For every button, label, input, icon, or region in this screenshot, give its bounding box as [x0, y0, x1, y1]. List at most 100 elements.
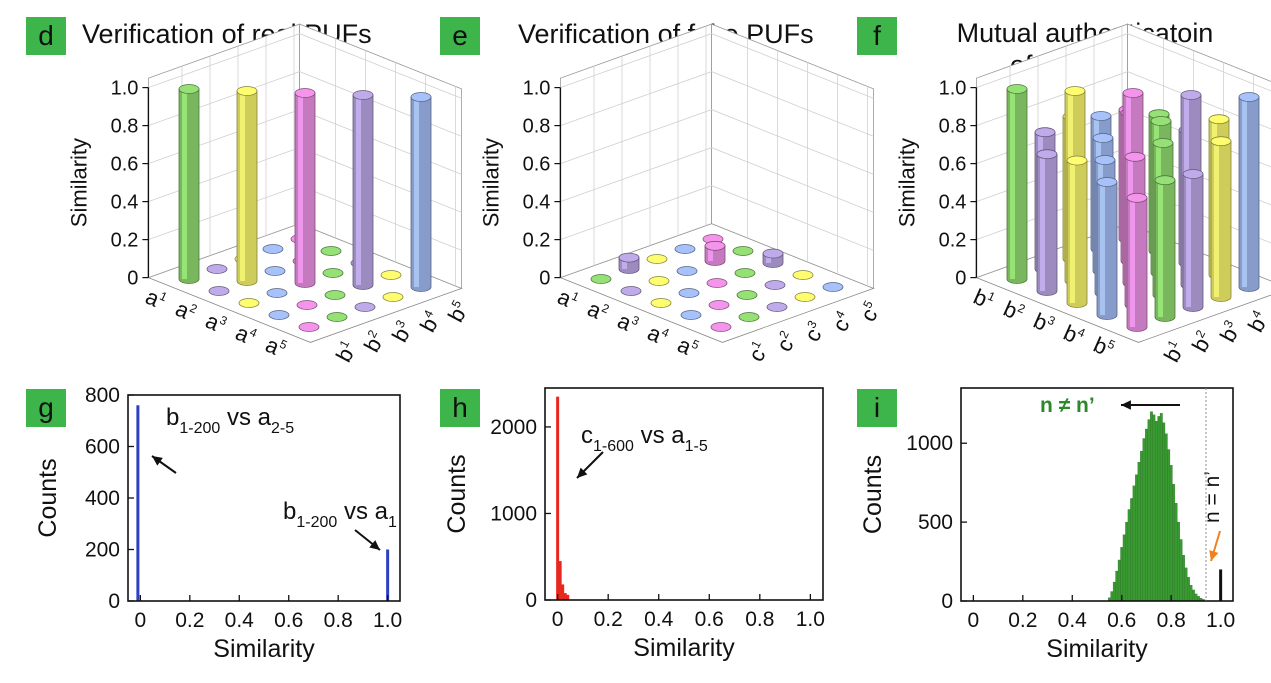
histogram-bar: [1145, 428, 1148, 602]
z-tick-label: 1.0: [939, 78, 967, 100]
z-tick-label: 0.2: [939, 230, 967, 252]
bar-cap: [764, 280, 786, 290]
panel-i-tag: i: [857, 389, 897, 427]
annotation-b-vs-a2-5-sub1: 1-200: [179, 420, 220, 437]
row-label-1: b1: [970, 284, 998, 312]
bar-cap: [650, 298, 672, 308]
annotation-b-vs-a1-rest: vs a: [337, 498, 388, 525]
bar-cap: [178, 84, 200, 94]
bar-a5-b3: [354, 302, 376, 312]
chart-i: 0 0.2 0.4 0.6 0.8 1.0 0 500 1000 Similarity Counts…: [859, 387, 1235, 663]
histogram-bar: [1164, 433, 1168, 602]
histogram-bar: [1167, 449, 1171, 602]
bar-b5-b3: [1182, 169, 1204, 312]
arrow-orange: [1209, 530, 1221, 562]
bar-a3-c2: [678, 288, 700, 298]
x-tick-label: 0.8: [1157, 609, 1186, 632]
bar-cap: [208, 286, 230, 296]
bar-highlight: [1070, 160, 1075, 303]
bar-a4-c3: [736, 290, 758, 300]
histogram-bar: [1184, 567, 1188, 602]
x-axis-title: Similarity: [633, 634, 735, 662]
x-tick-label: 1.0: [1206, 609, 1235, 632]
bar-b5-b1: [1126, 192, 1148, 332]
y-axis-title: Counts: [34, 458, 62, 537]
bar-a5-b1: [298, 322, 320, 332]
bar-cap: [1066, 155, 1088, 166]
bar-cap: [680, 310, 702, 320]
row-label-5-text: a5: [674, 332, 702, 363]
annotation-c-vs-a1-5-main: c: [581, 422, 593, 449]
annotation-c-vs-a1-5-sub1: 1-600: [593, 438, 634, 455]
bar-highlight: [298, 93, 303, 283]
col-label-4: b4: [1243, 307, 1271, 336]
back-wall-right: [711, 23, 874, 289]
bar-cap: [708, 300, 730, 310]
bar-cap: [822, 282, 844, 292]
chart-g: 0 0.2 0.4 0.6 0.8 1.0 0 200 400 600 800 Similarity C…: [34, 384, 402, 663]
bar-cap: [1096, 177, 1118, 187]
bar-highlight: [1242, 97, 1247, 287]
panel-f-tag: f: [857, 17, 897, 55]
z-tick-label: 0: [539, 268, 550, 290]
row-label-3: a3: [202, 308, 230, 339]
bar-cap: [266, 288, 288, 298]
row-label-3-text: a3: [202, 308, 230, 339]
y-tick-label: 600: [85, 436, 120, 459]
col-label-1-text: b1: [1159, 337, 1190, 366]
bar-a4-c5: [792, 270, 814, 280]
histogram-bar: [136, 405, 140, 601]
plot-frame: [544, 387, 824, 601]
y-axis-title: Counts: [859, 455, 887, 534]
bar-a2-c2: [648, 276, 670, 286]
bar-a3-c5: [762, 248, 784, 268]
z-tick-label: 0.4: [939, 192, 967, 214]
bar-cap: [674, 244, 696, 254]
x-axis-title: Similarity: [1046, 635, 1148, 663]
bar-a4-c4: [764, 280, 786, 290]
histogram-bar: [1157, 416, 1161, 602]
col-label-3: c3: [799, 318, 830, 346]
x-tick-label: 0.4: [644, 608, 674, 631]
bar-highlight: [1158, 180, 1163, 317]
z-tick-label: 0.4: [111, 192, 139, 214]
z-gridline: [560, 71, 874, 137]
bar-a1-c3: [646, 254, 668, 264]
histogram-bar: [1192, 589, 1195, 602]
histogram-bar: [1162, 422, 1166, 602]
bar-cap: [704, 240, 726, 251]
bar-highlight: [1010, 89, 1015, 279]
histogram-bar-self: [1219, 569, 1223, 601]
label-n-neq: n ≠ n’: [1040, 394, 1095, 417]
y-tick-label: 1000: [906, 432, 953, 455]
histogram-bar: [1189, 585, 1193, 602]
bar-cap: [792, 270, 814, 280]
annotation-c-vs-a1-5: c1-600 vs a1-5: [581, 422, 708, 455]
col-label-3-text: c3: [799, 318, 830, 346]
bar-a1-c2: [618, 252, 640, 274]
bar-highlight: [414, 97, 419, 287]
bar-cap: [648, 276, 670, 286]
x-tick-label: 0.8: [324, 609, 353, 632]
histogram-bar: [1140, 450, 1143, 602]
bar-a3-c4: [734, 268, 756, 278]
histogram-bar: [1152, 414, 1156, 602]
col-label-3: b3: [1215, 317, 1243, 346]
histogram-bar: [563, 593, 567, 600]
bar-highlight: [1130, 197, 1135, 327]
histogram-bar: [1137, 462, 1141, 602]
panel-h-tag: h: [440, 389, 480, 427]
bar-a3-b4: [322, 268, 344, 278]
annotation-arrow-1-head: [152, 456, 163, 466]
arrow-left-head: [1121, 400, 1131, 410]
bar-cap: [736, 290, 758, 300]
bar-a1-b1: [178, 84, 200, 284]
z-tick-label: 0: [955, 268, 966, 290]
bar-cap: [324, 290, 346, 300]
histogram-bar: [1117, 559, 1121, 602]
bar-cap: [734, 268, 756, 278]
histogram-bar: [1127, 509, 1131, 602]
row-label-5: a5: [262, 332, 290, 360]
arrow-orange-head: [1209, 550, 1219, 561]
